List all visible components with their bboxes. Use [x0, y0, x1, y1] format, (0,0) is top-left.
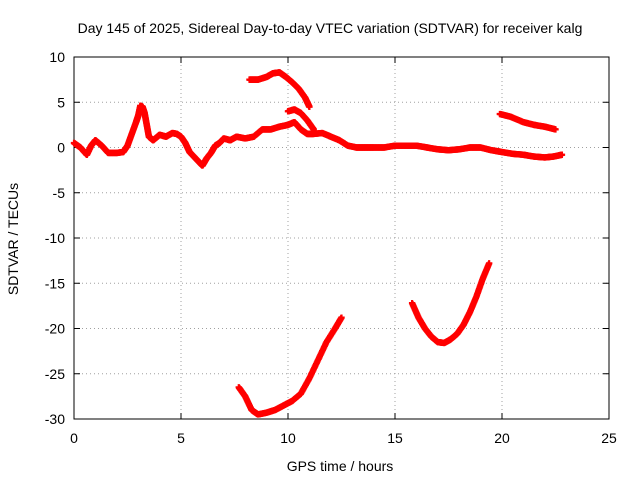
x-axis-label: GPS time / hours — [287, 458, 394, 474]
y-tick-label: -30 — [45, 411, 65, 427]
x-tick-label: 10 — [280, 430, 296, 446]
series-lower-left-arc — [235, 314, 345, 418]
y-axis-label: SDTVAR / TECUs — [5, 183, 21, 295]
x-tick-label: 20 — [494, 430, 510, 446]
x-axis: 0 5 10 15 20 25 — [70, 57, 617, 446]
data-point — [558, 151, 566, 158]
series-upper-right-segment — [496, 110, 559, 133]
y-tick-label: 0 — [57, 140, 65, 156]
y-tick-label: -20 — [45, 321, 65, 337]
data-point — [306, 103, 313, 110]
data-point — [338, 314, 345, 321]
grid — [74, 57, 609, 419]
series-upper-arc — [246, 69, 313, 110]
series-lower-right-arc — [408, 260, 493, 347]
series-main — [70, 102, 566, 169]
data-points — [70, 69, 566, 418]
y-tick-label: -25 — [45, 366, 65, 382]
data-point — [485, 260, 493, 267]
y-tick-label: 5 — [57, 94, 65, 110]
x-tick-label: 0 — [70, 430, 78, 446]
y-tick-label: -5 — [53, 185, 66, 201]
series-upper-segment-mid — [284, 106, 317, 133]
y-tick-label: 10 — [49, 49, 65, 65]
y-tick-label: -10 — [45, 230, 65, 246]
data-point — [552, 126, 559, 133]
x-tick-label: 15 — [387, 430, 403, 446]
x-tick-label: 25 — [601, 430, 617, 446]
chart-title: Day 145 of 2025, Sidereal Day-to-day VTE… — [78, 20, 583, 36]
y-tick-label: -15 — [45, 275, 65, 291]
data-point — [310, 126, 317, 133]
x-tick-label: 5 — [177, 430, 185, 446]
